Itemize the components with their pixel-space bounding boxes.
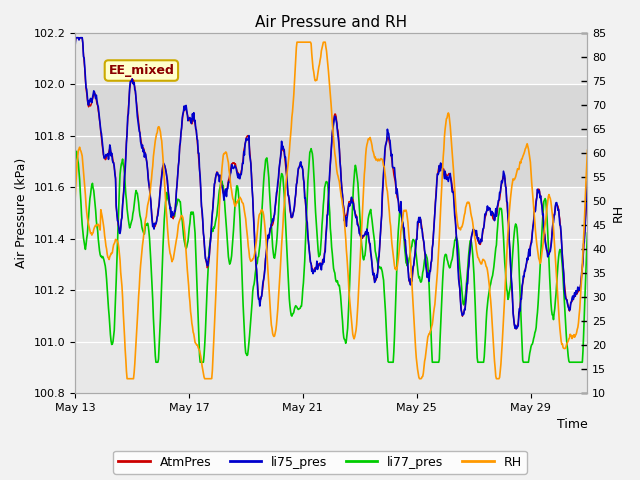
Title: Air Pressure and RH: Air Pressure and RH (255, 15, 408, 30)
Y-axis label: Air Pressure (kPa): Air Pressure (kPa) (15, 158, 28, 268)
Legend: AtmPres, li75_pres, li77_pres, RH: AtmPres, li75_pres, li77_pres, RH (113, 451, 527, 474)
Text: EE_mixed: EE_mixed (108, 64, 174, 77)
X-axis label: Time: Time (557, 419, 588, 432)
Y-axis label: RH: RH (612, 204, 625, 222)
Bar (75, 84, 588, 187)
